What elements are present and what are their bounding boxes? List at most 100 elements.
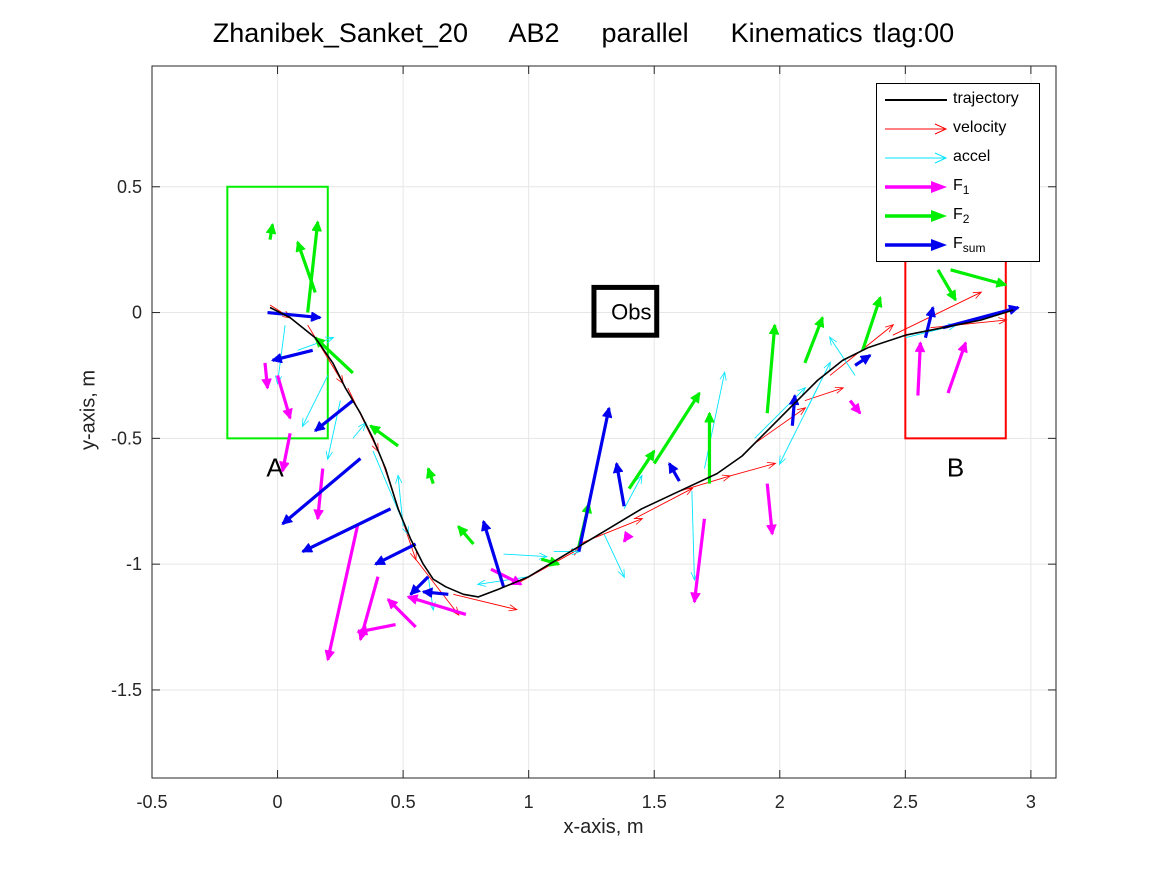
f1-arrow	[408, 597, 467, 616]
accel-arrow	[704, 371, 727, 469]
f2-arrow	[306, 222, 318, 313]
f2-arrow	[627, 451, 656, 490]
accel-arrow	[352, 421, 367, 439]
f1-arrow	[283, 433, 292, 471]
f1-arrow	[694, 518, 707, 602]
fsum-arrow	[617, 464, 626, 507]
axes-frame	[151, 65, 1057, 779]
legend-label-velocity: velocity	[953, 119, 1007, 136]
f2-arrow	[950, 268, 1006, 285]
accel-arrow	[325, 400, 341, 461]
legend-label-Fsum: Fsum	[953, 235, 986, 256]
legend-swatch-F2	[885, 210, 947, 222]
f1-arrow	[848, 399, 862, 414]
y-axis-label: y-axis, m	[77, 370, 100, 450]
region-A-label: A	[266, 453, 284, 483]
fsum-arrow	[375, 542, 417, 566]
legend-label-accel: accel	[953, 148, 991, 165]
f2-arrow	[270, 225, 273, 240]
f1-arrow	[265, 362, 268, 388]
region-A-box	[226, 185, 329, 440]
fsum-arrow	[315, 399, 354, 433]
fsum-arrow	[792, 396, 795, 426]
legend-item-F2: F2	[877, 204, 1041, 226]
x-tick-label: 1.5	[642, 792, 667, 812]
f2-arrow	[861, 297, 881, 351]
x-tick-label: 2.5	[893, 792, 918, 812]
accel-arrow	[778, 387, 818, 466]
axis-ticks: -0.5 0 0.5 1 1.5 2 2.5 3 -1.5 -1 -0.5 0 0.5	[111, 66, 1056, 812]
f2-arrow	[540, 559, 559, 564]
x-tick-label: 2	[775, 792, 785, 812]
x-tick-label: 0	[273, 792, 283, 812]
y-tick-label: -1.5	[111, 680, 142, 700]
accel-arrow	[301, 375, 329, 428]
series-F2	[270, 222, 1006, 564]
fsum-arrow	[267, 310, 321, 318]
fsum-arrow	[409, 575, 430, 596]
legend-item-velocity: velocity	[877, 117, 1041, 139]
obstacle-box	[591, 284, 660, 338]
fsum-arrow	[667, 464, 681, 482]
series-F1	[265, 343, 966, 660]
obstacle-label: Obs	[611, 299, 651, 324]
f2-arrow	[936, 268, 957, 300]
velocity-arrow	[804, 386, 845, 402]
fsum-arrow	[283, 457, 362, 526]
f1-arrow	[276, 375, 291, 418]
accel-arrow	[690, 491, 698, 582]
f2-arrow	[315, 336, 354, 375]
legend-label-F2: F2	[953, 206, 970, 227]
fsum-arrow	[483, 521, 506, 588]
velocity-arrow	[679, 474, 732, 492]
f1-arrow	[386, 598, 417, 629]
fsum-arrow	[923, 308, 933, 339]
legend-label-trajectory: trajectory	[953, 90, 1019, 107]
f1-arrow	[918, 343, 921, 396]
series-Fsum	[267, 308, 1019, 596]
legend-item-trajectory: trajectory	[877, 88, 1041, 110]
velocity-arrow	[892, 291, 983, 336]
x-tick-label: 3	[1026, 792, 1036, 812]
y-tick-label: 0	[132, 303, 142, 323]
legend-label-F1: F1	[953, 177, 970, 198]
accel-arrow	[503, 552, 549, 560]
velocity-arrow	[307, 324, 344, 385]
region-B-label: B	[947, 453, 964, 483]
trajectory-line	[269, 306, 1014, 598]
y-tick-label: -1	[126, 554, 142, 574]
fsum-arrow	[303, 507, 392, 554]
series-accel	[274, 323, 958, 612]
f2-arrow	[457, 526, 475, 546]
velocity-arrow	[415, 558, 460, 616]
data-series	[265, 222, 1018, 660]
fsum-arrow	[423, 592, 449, 595]
f2-arrow	[765, 325, 775, 414]
velocity-arrow	[453, 593, 518, 612]
x-tick-label: 1	[524, 792, 534, 812]
legend-item-accel: accel	[877, 146, 1041, 168]
accel-arrow	[603, 533, 625, 579]
f1-arrow	[765, 483, 772, 534]
f1-arrow	[358, 622, 396, 633]
series-trajectory	[269, 306, 1014, 598]
y-tick-label: -0.5	[111, 428, 142, 448]
f1-arrow	[328, 523, 360, 660]
legend: trajectory velocity accel F1 F2 Fsum	[876, 83, 1040, 262]
f1-arrow	[622, 534, 629, 542]
legend-swatch-F1	[885, 181, 947, 193]
legend-swatch-accel	[885, 152, 948, 164]
y-tick-label: 0.5	[117, 177, 142, 197]
legend-item-Fsum: Fsum	[877, 233, 1041, 255]
x-tick-label: -0.5	[136, 792, 167, 812]
fsum-arrow	[273, 348, 314, 360]
legend-swatch-velocity	[885, 123, 948, 135]
x-tick-label: 0.5	[391, 792, 416, 812]
region-boxes: A B Obs	[226, 185, 1007, 483]
accel-arrow	[828, 336, 856, 376]
velocity-arrow	[729, 461, 777, 477]
legend-swatch-trajectory	[885, 99, 947, 101]
legend-swatch-Fsum	[885, 239, 947, 251]
legend-item-F1: F1	[877, 175, 1041, 197]
fsum-arrow	[854, 353, 870, 367]
